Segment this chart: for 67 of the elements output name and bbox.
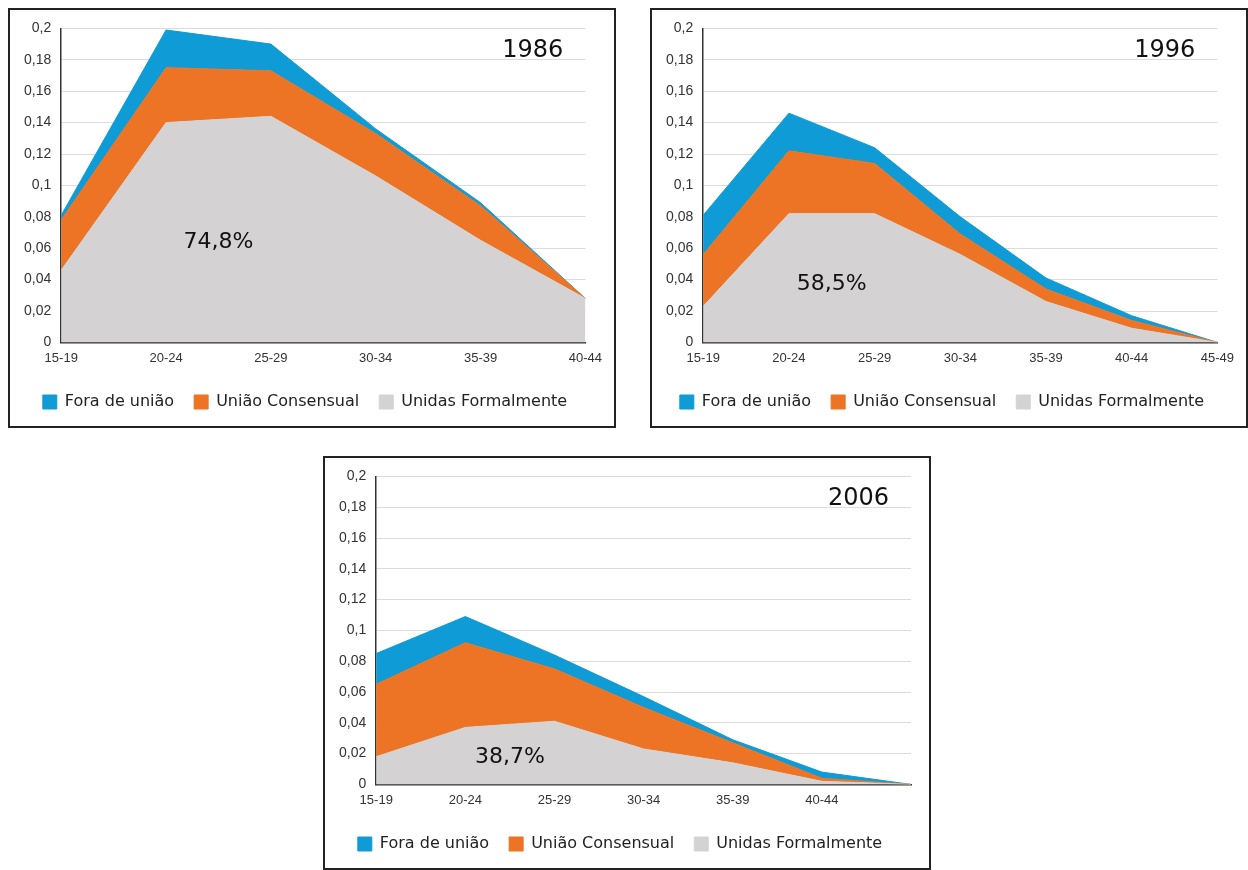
legend-label: Unidas Formalmente [1038,391,1205,411]
x-tick-label: 15-19 [359,791,393,807]
y-tick-label: 0,06 [339,682,367,699]
y-tick-label: 0,18 [666,50,694,67]
legend-label: Unidas Formalmente [401,391,568,411]
annotation: 58,5% [796,270,867,296]
y-tick-label: 0,06 [24,239,52,256]
y-tick-label: 0 [358,775,367,792]
annotation: 38,7% [474,743,545,769]
y-tick-label: 0,18 [339,498,367,515]
x-tick-label: 30-34 [359,349,393,365]
x-tick-label: 25-29 [858,349,892,365]
y-tick-label: 0,02 [666,301,694,318]
y-tick-label: 0,12 [24,144,52,161]
y-tick-label: 0,02 [339,744,367,761]
chart-title: 1996 [1134,34,1196,63]
x-tick-label: 20-24 [149,349,183,365]
x-tick-label: 45-49 [1200,349,1234,365]
x-tick-label: 30-34 [943,349,977,365]
x-tick-label: 30-34 [627,791,661,807]
y-tick-label: 0,2 [346,467,367,484]
x-tick-label: 15-19 [686,349,720,365]
y-tick-label: 0,14 [339,559,367,576]
y-tick-label: 0,04 [24,270,52,287]
y-tick-label: 0 [685,333,694,350]
legend-label: Unidas Formalmente [716,833,883,853]
y-tick-label: 0,16 [24,82,52,99]
y-tick-label: 0,08 [666,207,694,224]
y-tick-label: 0,18 [24,50,52,67]
x-tick-label: 20-24 [448,791,482,807]
y-tick-label: 0,1 [31,176,52,193]
legend-label: Fora de união [701,391,812,411]
y-tick-label: 0,1 [673,176,694,193]
x-tick-label: 35-39 [716,791,750,807]
x-tick-label: 15-19 [44,349,78,365]
x-tick-label: 25-29 [537,791,572,807]
legend-label: Fora de união [64,391,175,411]
y-tick-label: 0,06 [666,239,694,256]
y-tick-label: 0,12 [666,144,694,161]
y-tick-label: 0,2 [31,19,52,36]
y-tick-label: 0,16 [339,528,367,545]
y-tick-label: 0,08 [339,652,367,669]
x-tick-label: 40-44 [568,349,602,365]
legend-label: União Consensual [216,391,360,411]
y-tick-label: 0,02 [24,301,52,318]
x-tick-label: 35-39 [463,349,498,365]
y-tick-label: 0,12 [339,590,367,607]
y-tick-label: 0,2 [673,19,694,36]
y-tick-label: 0,1 [346,621,367,638]
y-tick-label: 0,08 [24,207,52,224]
chart-title: 2006 [827,482,889,511]
legend-label: União Consensual [531,833,675,853]
x-tick-label: 20-24 [772,349,806,365]
y-tick-label: 0,14 [666,113,694,130]
y-tick-label: 0,04 [339,713,367,730]
y-tick-label: 0 [43,333,52,350]
x-tick-label: 25-29 [254,349,288,365]
y-tick-label: 0,14 [24,113,52,130]
y-tick-label: 0,16 [666,82,694,99]
legend-label: Fora de união [379,833,490,853]
x-tick-label: 35-39 [1029,349,1063,365]
annotation: 74,8% [183,227,254,253]
legend-label: União Consensual [853,391,997,411]
x-tick-label: 40-44 [805,791,839,807]
chart-title: 1986 [502,34,564,63]
y-tick-label: 0,04 [666,270,694,287]
x-tick-label: 40-44 [1115,349,1149,365]
